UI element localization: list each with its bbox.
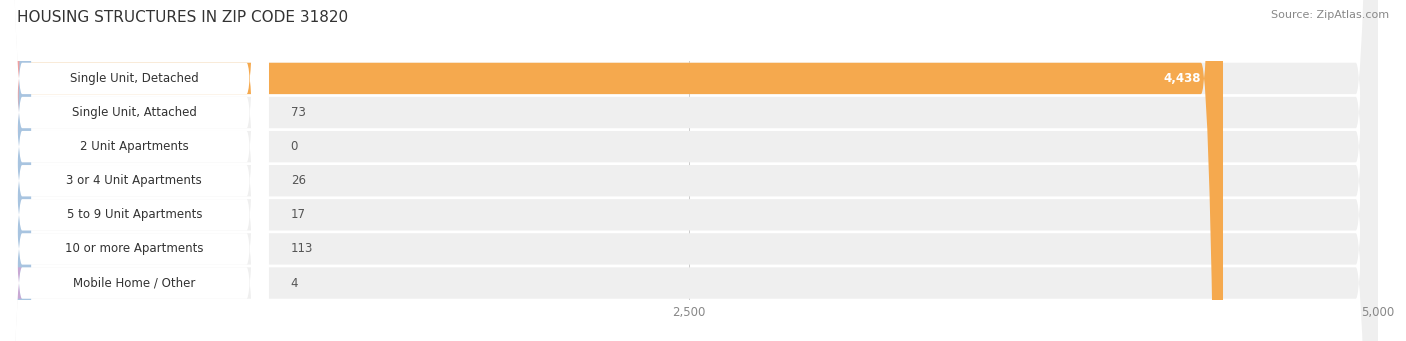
- Text: 3 or 4 Unit Apartments: 3 or 4 Unit Apartments: [66, 174, 202, 187]
- FancyBboxPatch shape: [0, 0, 22, 341]
- Text: 73: 73: [291, 106, 305, 119]
- Text: Mobile Home / Other: Mobile Home / Other: [73, 277, 195, 290]
- FancyBboxPatch shape: [0, 0, 269, 341]
- FancyBboxPatch shape: [0, 0, 22, 341]
- Text: 113: 113: [291, 242, 314, 255]
- Text: Source: ZipAtlas.com: Source: ZipAtlas.com: [1271, 10, 1389, 20]
- FancyBboxPatch shape: [0, 0, 22, 341]
- Text: 0: 0: [291, 140, 298, 153]
- FancyBboxPatch shape: [0, 0, 1223, 341]
- FancyBboxPatch shape: [0, 0, 269, 341]
- FancyBboxPatch shape: [0, 0, 269, 341]
- Text: 5 to 9 Unit Apartments: 5 to 9 Unit Apartments: [66, 208, 202, 221]
- FancyBboxPatch shape: [0, 0, 269, 341]
- FancyBboxPatch shape: [0, 0, 269, 341]
- FancyBboxPatch shape: [0, 0, 269, 341]
- Text: 4,438: 4,438: [1163, 72, 1201, 85]
- Text: 17: 17: [291, 208, 305, 221]
- Text: HOUSING STRUCTURES IN ZIP CODE 31820: HOUSING STRUCTURES IN ZIP CODE 31820: [17, 10, 349, 25]
- FancyBboxPatch shape: [0, 0, 22, 341]
- FancyBboxPatch shape: [0, 0, 269, 341]
- Text: 2 Unit Apartments: 2 Unit Apartments: [80, 140, 188, 153]
- Text: Single Unit, Attached: Single Unit, Attached: [72, 106, 197, 119]
- Text: 26: 26: [291, 174, 305, 187]
- FancyBboxPatch shape: [0, 0, 31, 341]
- Text: 10 or more Apartments: 10 or more Apartments: [65, 242, 204, 255]
- Text: 4: 4: [291, 277, 298, 290]
- Text: Single Unit, Detached: Single Unit, Detached: [70, 72, 198, 85]
